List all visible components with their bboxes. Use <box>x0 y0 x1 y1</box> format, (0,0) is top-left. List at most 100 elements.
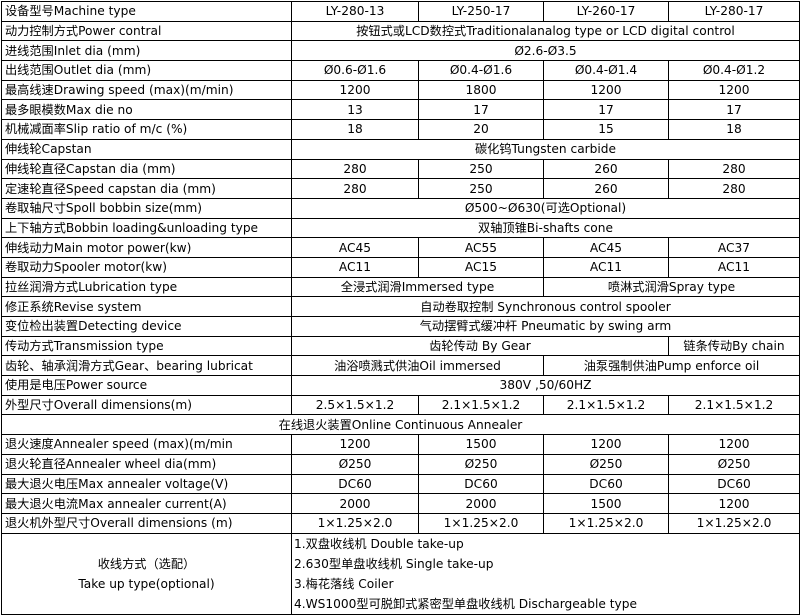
take-up-label-en: Take up type(optional) <box>78 576 215 591</box>
table-row: 使用是电压Power source 380V ,50/60HZ <box>1 375 800 396</box>
value-cell: 1×1.25×2.0 <box>291 512 419 534</box>
table-row: 外型尺寸Overall dimensions(m) 2.5×1.5×1.2 2.1×… <box>1 394 800 416</box>
table-row: 最高线速Drawing speed (max)(m/min) 1200 1800 12… <box>1 79 800 101</box>
value-cell: LY-280-13 <box>291 1 419 22</box>
row-label: 齿轮、轴承润滑方式Gear、bearing lubricat <box>1 355 292 377</box>
take-up-option: 4.WS1000型可脱卸式紧密型单盘收线机 Dischargeable type <box>294 596 637 611</box>
table-row: 定速轮直径Speed capstan dia (mm) 280 250 260 280 <box>1 178 800 199</box>
table-row: 最大退火电压Max annealer voltage(V) DC60 DC60 DC6… <box>1 473 800 495</box>
row-label: 变位检出装置Detecting device <box>1 316 292 337</box>
value-cell: 1200 <box>668 493 800 514</box>
value-cell: DC60 <box>418 473 544 495</box>
value-cell: LY-250-17 <box>418 1 544 22</box>
value-cell: 1500 <box>543 493 669 514</box>
value-cell: AC55 <box>418 237 544 258</box>
value-cell: AC45 <box>291 237 419 258</box>
value-cell: 280 <box>291 178 419 199</box>
value-cell: 2.1×1.5×1.2 <box>543 394 669 416</box>
row-label: 卷取动力Spooler motor(kw) <box>1 256 292 278</box>
value-cell: 260 <box>543 158 669 180</box>
table-row: 进线范围Inlet dia (mm) Ø2.6-Ø3.5 <box>1 40 800 62</box>
table-row: 修正系统Revise system 自动卷取控制 Synchronous cont… <box>1 296 800 317</box>
value-cell: 18 <box>291 119 419 140</box>
row-label: 动力控制方式Power contral <box>1 20 292 42</box>
row-label: 修正系统Revise system <box>1 296 292 317</box>
value-cell: AC11 <box>543 256 669 278</box>
value-cell: Ø500~Ø630(可选Optional) <box>291 197 800 219</box>
take-up-option: 3.梅花落线 Coiler <box>294 576 394 591</box>
row-label: 机械减面率Slip ratio of m/c (%) <box>1 119 292 140</box>
value-cell: 1200 <box>668 434 800 455</box>
table-row: 卷取轴尺寸Spoll bobbin size(mm) Ø500~Ø630(可选Op… <box>1 197 800 219</box>
table-row: 设备型号Machine type LY-280-13 LY-250-17 LY-260… <box>1 1 800 22</box>
row-label: 退火速度Annealer speed (max)(m/min <box>1 434 292 455</box>
value-cell: 齿轮传动 By Gear <box>291 335 669 357</box>
value-cell: 17 <box>543 99 669 121</box>
value-cell: 链条传动By chain <box>668 335 800 357</box>
take-up-options: 1.双盘收线机 Double take-up 2.630型单盘收线机 Singl… <box>291 532 800 615</box>
value-cell: Ø250 <box>418 453 544 475</box>
value-cell: 双轴顶锥Bi-shafts cone <box>291 217 800 239</box>
value-cell: Ø250 <box>543 453 669 475</box>
value-cell: 2.1×1.5×1.2 <box>418 394 544 416</box>
row-label: 进线范围Inlet dia (mm) <box>1 40 292 62</box>
row-label: 定速轮直径Speed capstan dia (mm) <box>1 178 292 199</box>
value-cell: 1×1.25×2.0 <box>418 512 544 534</box>
value-cell: 2.5×1.5×1.2 <box>291 394 419 416</box>
value-cell: 1×1.25×2.0 <box>543 512 669 534</box>
table-row: 在线退火装置Online Continuous Annealer <box>1 414 800 436</box>
value-cell: Ø250 <box>668 453 800 475</box>
value-cell: 280 <box>668 178 800 199</box>
value-cell: 全浸式润滑Immersed type <box>291 276 544 298</box>
row-label: 伸线动力Main motor power(kw) <box>1 237 292 258</box>
value-cell: 1200 <box>543 79 669 101</box>
table-row: 卷取动力Spooler motor(kw) AC11 AC15 AC11 AC11 <box>1 256 800 278</box>
take-up-label-cn: 收线方式（选配） <box>97 556 196 571</box>
take-up-section: 收线方式（选配） Take up type(optional) 1.双盘收线机 … <box>1 532 800 615</box>
value-cell: 喷淋式润滑Spray type <box>543 276 800 298</box>
table-row: 最大退火电流Max annealer current(A) 2000 2000 150… <box>1 493 800 514</box>
row-label: 上下轴方式Bobbin loading&unloading type <box>1 217 292 239</box>
table-row: 伸线轮直径Capstan dia (mm) 280 250 260 280 <box>1 158 800 180</box>
value-cell: 17 <box>668 99 800 121</box>
row-label: 设备型号Machine type <box>1 1 292 22</box>
value-cell: Ø0.4-Ø1.2 <box>668 60 800 81</box>
value-cell: 280 <box>291 158 419 180</box>
table-row: 最多眼模数Max die no 13 17 17 17 <box>1 99 800 121</box>
value-cell: 13 <box>291 99 419 121</box>
value-cell: AC45 <box>543 237 669 258</box>
value-cell: DC60 <box>543 473 669 495</box>
row-label: 使用是电压Power source <box>1 375 292 396</box>
table-row: 动力控制方式Power contral 按钮式或LCD数控式Traditional… <box>1 20 800 42</box>
value-cell: AC11 <box>668 256 800 278</box>
value-cell: 17 <box>418 99 544 121</box>
table-row: 伸线轮Capstan 碳化钨Tungsten carbide <box>1 138 800 160</box>
value-cell: 2000 <box>291 493 419 514</box>
table-row: 出线范围Outlet dia (mm) Ø0.6-Ø1.6 Ø0.4-Ø1.6 Ø0.… <box>1 60 800 81</box>
table-row: 伸线动力Main motor power(kw) AC45 AC55 AC45 AC37 <box>1 237 800 258</box>
value-cell: 1×1.25×2.0 <box>668 512 800 534</box>
row-label: 传动方式Transmission type <box>1 335 292 357</box>
row-label: 最多眼模数Max die no <box>1 99 292 121</box>
value-cell: 380V ,50/60HZ <box>291 375 800 396</box>
row-label: 外型尺寸Overall dimensions(m) <box>1 394 292 416</box>
value-cell: 1200 <box>291 434 419 455</box>
table-row: 退火机外型尺寸Overall dimensions (m) 1×1.25×2.0 1… <box>1 512 800 534</box>
value-cell: 18 <box>668 119 800 140</box>
row-label: 卷取轴尺寸Spoll bobbin size(mm) <box>1 197 292 219</box>
value-cell: AC15 <box>418 256 544 278</box>
spec-table-body: 设备型号Machine type LY-280-13 LY-250-17 LY-260… <box>1 1 800 534</box>
row-label: 伸线轮直径Capstan dia (mm) <box>1 158 292 180</box>
value-cell: AC11 <box>291 256 419 278</box>
value-cell: DC60 <box>291 473 419 495</box>
value-cell: 2.1×1.5×1.2 <box>668 394 800 416</box>
table-row: 上下轴方式Bobbin loading&unloading type 双轴顶锥Bi… <box>1 217 800 239</box>
table-row: 退火速度Annealer speed (max)(m/min 1200 1500 12… <box>1 434 800 455</box>
table-row: 退火轮直径Annealer wheel dia(mm) Ø250 Ø250 Ø250 Ø… <box>1 453 800 475</box>
value-cell: 260 <box>543 178 669 199</box>
take-up-option: 1.双盘收线机 Double take-up <box>294 536 464 551</box>
value-cell: 280 <box>668 158 800 180</box>
row-label: 最高线速Drawing speed (max)(m/min) <box>1 79 292 101</box>
value-cell: AC37 <box>668 237 800 258</box>
